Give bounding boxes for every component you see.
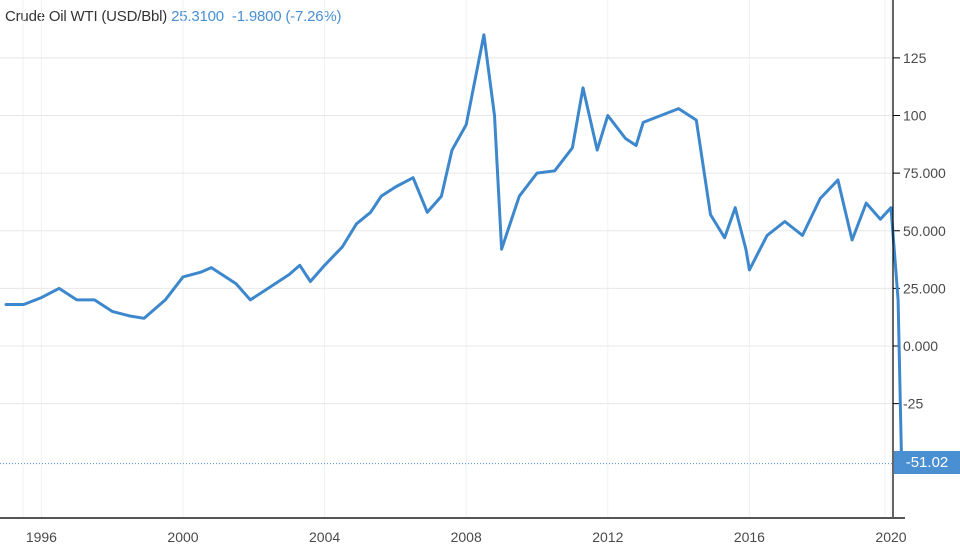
x-tick-label: 2004 (309, 529, 340, 545)
y-tick-label: 100 (903, 108, 927, 124)
y-tick-label: 125 (903, 50, 927, 66)
y-tick-label: 50.000 (903, 223, 946, 239)
price-line (4, 33, 904, 466)
x-tick-label: 2020 (875, 529, 906, 545)
instrument-title: Crude Oil WTI (USD/Bbl) (5, 8, 168, 25)
price-change: -1.9800 (-7.26%) (231, 8, 342, 25)
x-tick-label: 2008 (451, 529, 482, 545)
x-tick-label: 1996 (26, 529, 57, 545)
chart-header: Crude Oil WTI (USD/Bbl) 25.3100 -1.9800 (-… (5, 8, 341, 25)
y-tick-label: 0.000 (903, 338, 938, 354)
y-tick-label: 75.000 (903, 165, 946, 181)
x-tick-label: 2000 (167, 529, 198, 545)
last-value-label: -51.02 (894, 451, 960, 474)
x-tick-label: 2012 (592, 529, 623, 545)
y-tick-label: 25.000 (903, 280, 946, 296)
x-tick-label: 2016 (734, 529, 765, 545)
current-price: 25.3100 (171, 8, 224, 25)
y-tick-label: -25 (903, 396, 923, 412)
